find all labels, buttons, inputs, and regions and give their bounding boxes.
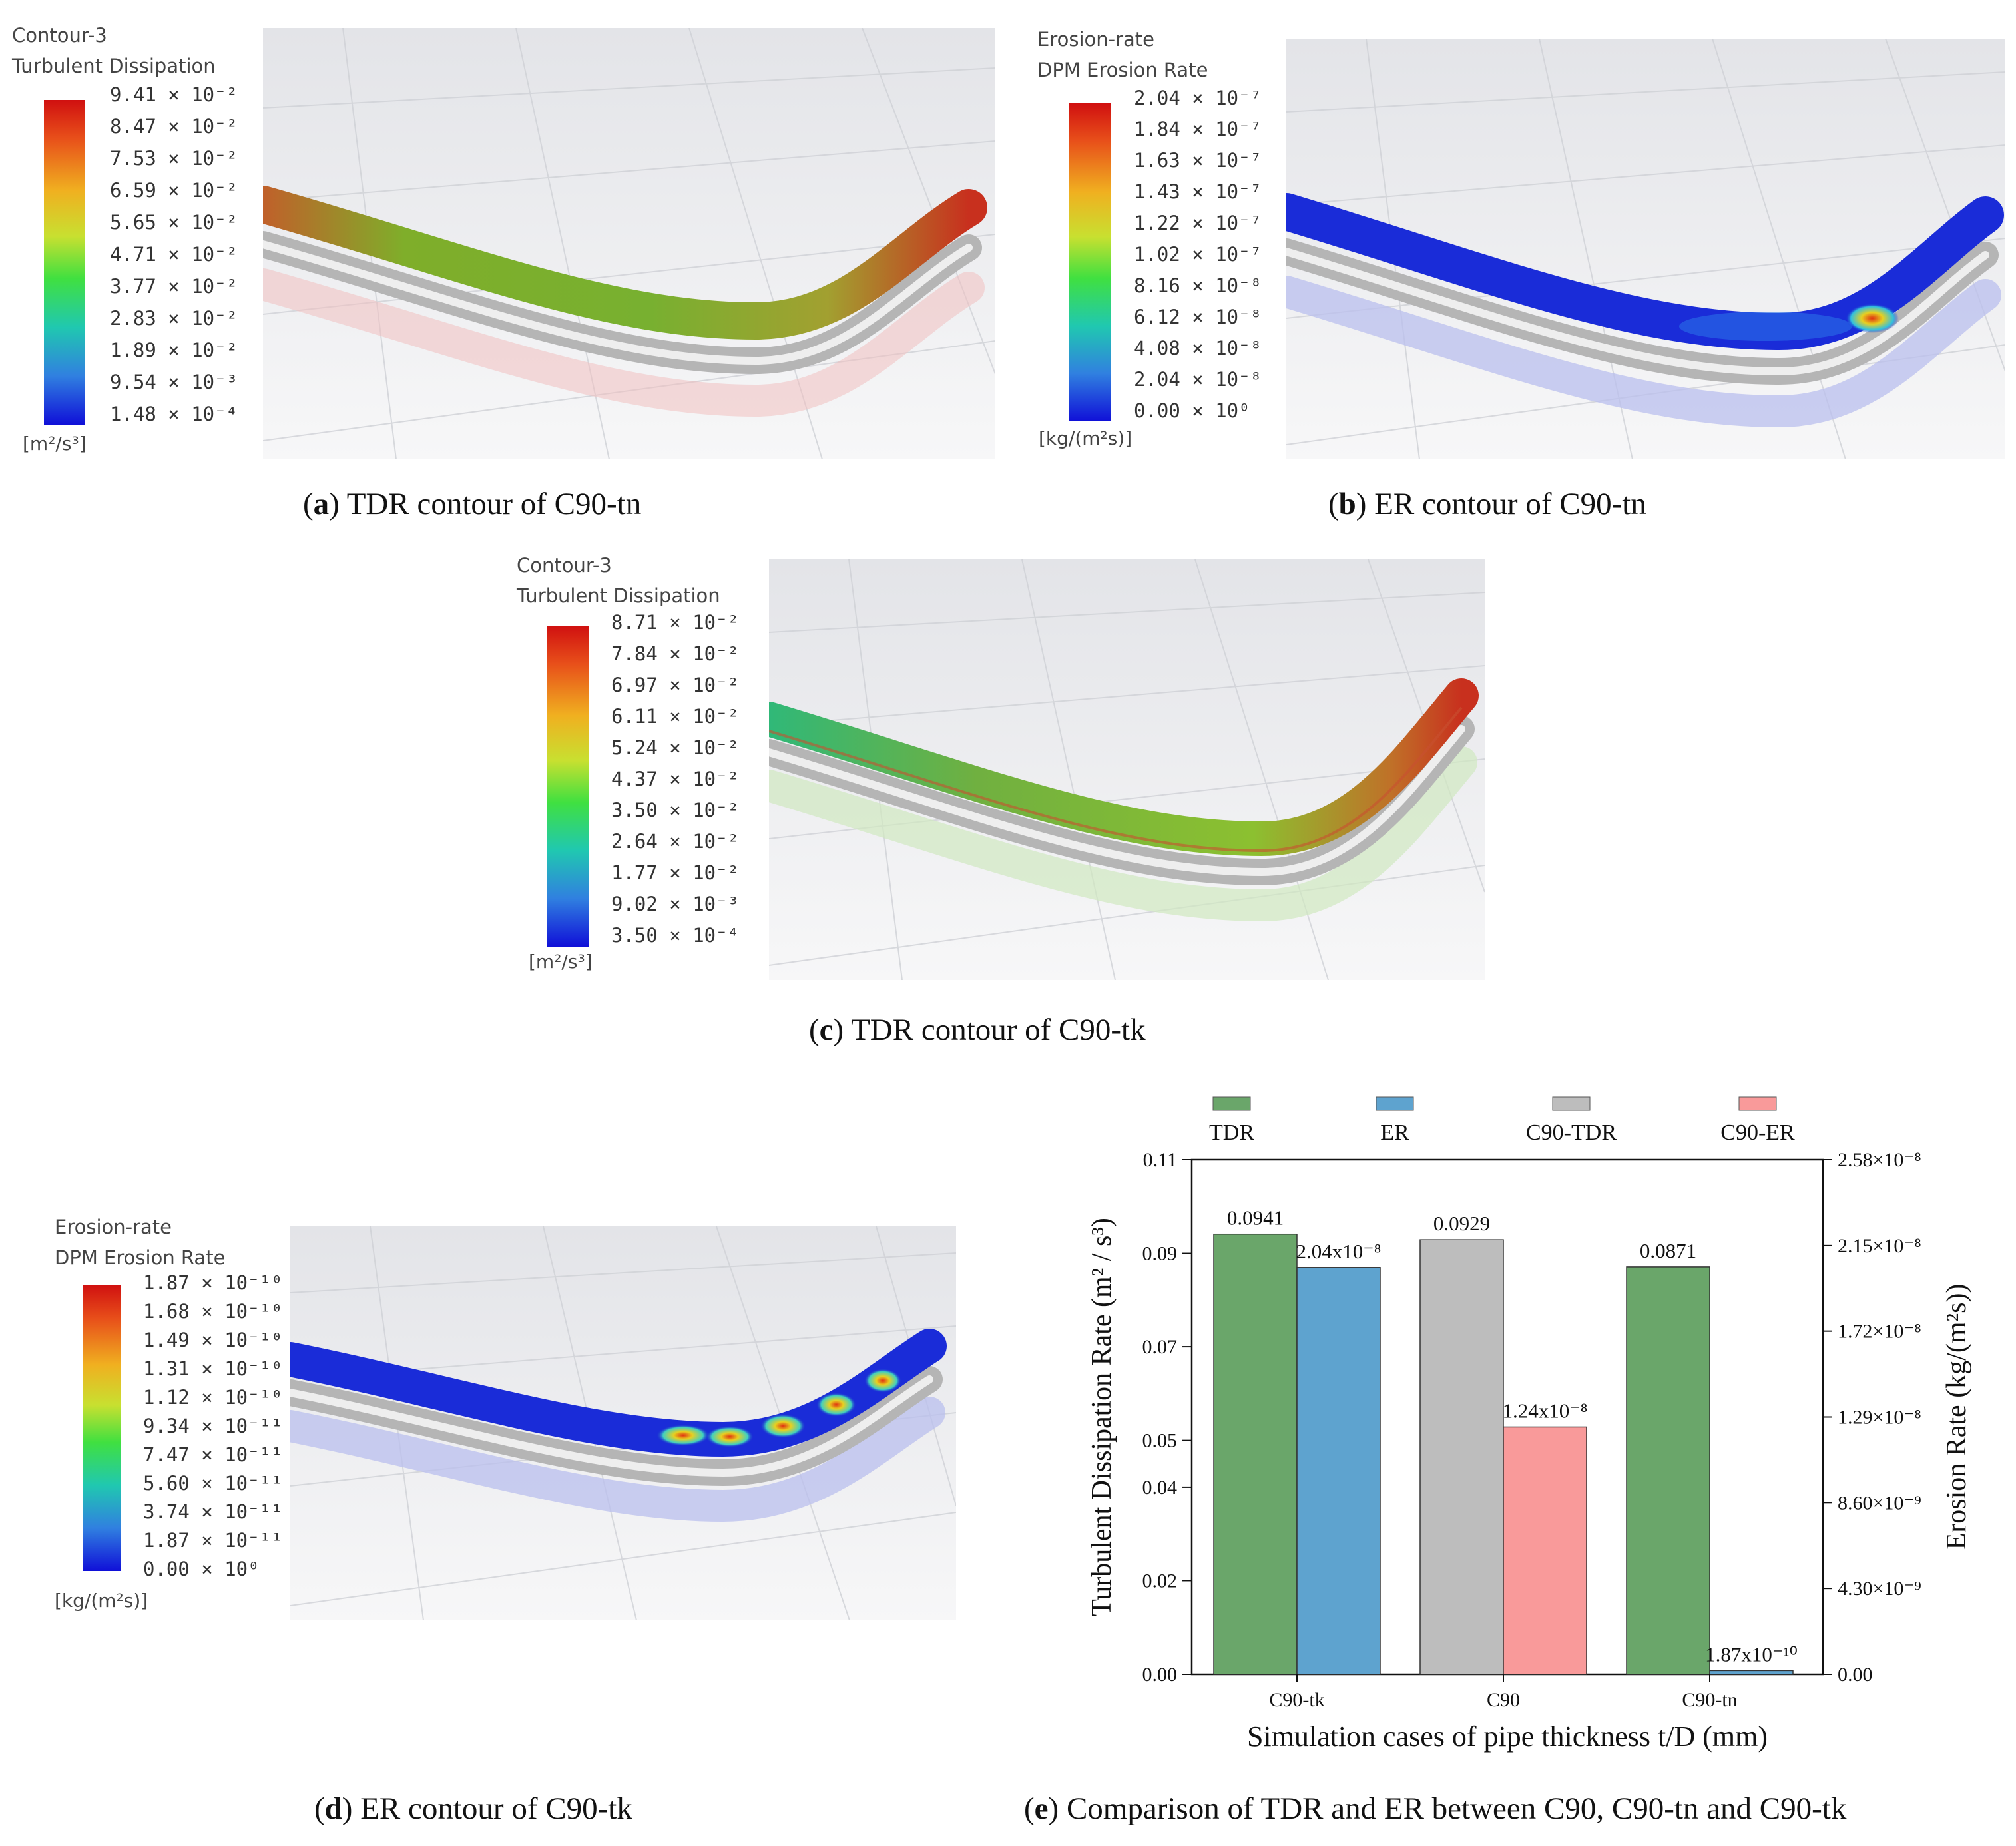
bar-value-label: 1.24x10⁻⁸ <box>1503 1399 1588 1422</box>
colorbar <box>83 1285 121 1571</box>
legend-label: TDR <box>1209 1120 1254 1145</box>
right-tick-label: 2.15×10⁻⁸ <box>1838 1235 1921 1257</box>
colorbar <box>44 100 85 425</box>
pipe-scene <box>290 1226 956 1620</box>
caption-b: (b) ER contour of C90-tn <box>1328 487 1646 521</box>
x-tick-label: C90-tn <box>1682 1689 1737 1711</box>
caption-c: (c) TDR contour of C90-tk <box>809 1013 1146 1047</box>
right-tick-label: 1.72×10⁻⁸ <box>1838 1321 1921 1343</box>
bar-er-c90-tk <box>1296 1267 1381 1675</box>
legend-label: C90-ER <box>1720 1120 1795 1145</box>
bar-value-label: 0.0941 <box>1227 1206 1284 1230</box>
x-tick-label: C90-tk <box>1269 1689 1324 1711</box>
pipe-scene <box>263 28 995 459</box>
left-tick-label: 0.09 <box>1142 1243 1178 1265</box>
caption-d: (d) ER contour of C90-tk <box>314 1791 632 1826</box>
colorbar-unit: [m²/s³] <box>529 951 593 973</box>
y-axis-label-right: Erosion Rate (kg/(m²s)) <box>1941 1284 1972 1550</box>
legend-title: Erosion-rate DPM Erosion Rate <box>55 1216 226 1269</box>
right-tick-label: 0.00 <box>1838 1664 1873 1686</box>
bar-c90-tdr-c90 <box>1419 1239 1504 1675</box>
panel-e: TDR ER C90-TDR C90-ER 0.00 0.02 0.04 0.05 0.07 0.… <box>1012 1078 2016 1846</box>
legend-swatch <box>1376 1096 1414 1111</box>
pipe-scene <box>769 559 1485 980</box>
caption-e: (e) Comparison of TDR and ER between C90… <box>1024 1791 1847 1826</box>
bar-value-label: 1.87x10⁻¹⁰ <box>1705 1642 1798 1666</box>
y-axis-label-left: Turbulent Dissipation Rate (m² / s³) <box>1087 1218 1117 1616</box>
left-tick-label: 0.04 <box>1142 1477 1178 1499</box>
right-tick-label: 1.29×10⁻⁸ <box>1838 1407 1921 1429</box>
caption-a: (a) TDR contour of C90-tn <box>303 487 642 521</box>
panel-c: Contour-3 Turbulent Dissipation 8.71 × 1… <box>506 533 1491 1065</box>
left-tick-label: 0.05 <box>1142 1430 1178 1452</box>
bar-value-label: 0.0929 <box>1433 1212 1490 1235</box>
bar-c90-er-c90 <box>1503 1426 1587 1675</box>
legend-swatch <box>1212 1096 1251 1111</box>
panel-a: Contour-3 Turbulent Dissipation 9.41 × 1… <box>0 0 999 521</box>
left-tick-label: 0.07 <box>1142 1336 1178 1358</box>
bar-chart: TDR ER C90-TDR C90-ER 0.00 0.02 0.04 0.05 0.07 0.… <box>1087 1096 1972 1753</box>
bar-tdr-c90-tn <box>1626 1266 1710 1675</box>
x-axis-label: Simulation cases of pipe thickness t/D (… <box>1247 1720 1768 1753</box>
colorbar-unit: [m²/s³] <box>23 433 87 455</box>
right-tick-label: 4.30×10⁻⁹ <box>1838 1578 1921 1600</box>
right-tick-label: 2.58×10⁻⁸ <box>1838 1149 1921 1171</box>
x-tick-label: C90 <box>1487 1689 1520 1711</box>
legend-label: ER <box>1380 1120 1409 1145</box>
bar-value-label: 0.0871 <box>1640 1239 1696 1262</box>
panel-b: Erosion-rate DPM Erosion Rate 2.04 × 10⁻… <box>1025 0 2016 521</box>
colorbar-unit: [kg/(m²s)] <box>1039 427 1133 449</box>
pipe-scene <box>1286 39 2005 459</box>
colorbar <box>1069 103 1111 421</box>
bar-tdr-c90-tk <box>1213 1233 1298 1675</box>
legend-swatch <box>1552 1096 1591 1111</box>
legend-swatch <box>1738 1096 1777 1111</box>
legend-title: Contour-3 Turbulent Dissipation <box>12 24 216 77</box>
colorbar <box>547 626 589 947</box>
bar-er-c90-tn <box>1709 1670 1794 1675</box>
legend-title: Erosion-rate DPM Erosion Rate <box>1037 28 1208 81</box>
colorbar-unit: [kg/(m²s)] <box>55 1590 148 1612</box>
left-tick-label: 0.00 <box>1142 1664 1178 1686</box>
legend-label: C90-TDR <box>1526 1120 1617 1145</box>
left-tick-label: 0.11 <box>1143 1149 1177 1171</box>
bar-value-label: 2.04x10⁻⁸ <box>1296 1240 1382 1263</box>
right-tick-label: 8.60×10⁻⁹ <box>1838 1492 1921 1514</box>
panel-d: Erosion-rate DPM Erosion Rate 1.87 × 10⁻… <box>0 1185 985 1846</box>
legend-title: Contour-3 Turbulent Dissipation <box>517 554 720 607</box>
left-tick-label: 0.02 <box>1142 1570 1178 1592</box>
